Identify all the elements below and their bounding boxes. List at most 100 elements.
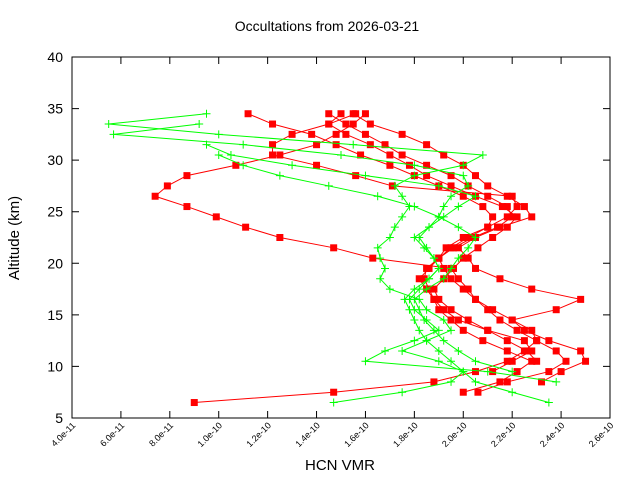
data-point: [454, 202, 463, 211]
data-point: [369, 254, 377, 262]
series-line: [108, 113, 485, 404]
data-point: [447, 182, 455, 190]
data-point: [398, 192, 407, 201]
data-point: [508, 192, 516, 200]
data-point: [410, 316, 419, 325]
data-point: [183, 203, 191, 211]
data-point: [330, 244, 338, 252]
data-point: [472, 264, 479, 272]
data-point: [190, 399, 198, 407]
x-tick-label: 1.8e-10: [391, 420, 420, 449]
data-point: [239, 140, 248, 149]
data-point: [528, 326, 536, 334]
data-point: [508, 357, 516, 365]
data-point: [269, 141, 277, 149]
data-point: [425, 274, 434, 283]
data-point: [528, 347, 536, 355]
data-point: [545, 368, 553, 376]
y-tick-label: 5: [55, 410, 63, 426]
y-tick-label: 25: [47, 204, 63, 220]
data-point: [434, 181, 443, 190]
data-point: [440, 151, 448, 159]
data-point: [447, 316, 455, 324]
data-point: [423, 172, 431, 180]
data-point: [471, 233, 480, 242]
data-point: [423, 161, 431, 169]
data-point: [324, 181, 333, 190]
data-point: [447, 264, 456, 273]
y-tick-label: 40: [47, 49, 63, 65]
data-point: [459, 326, 467, 334]
data-point: [434, 264, 443, 273]
data-point: [398, 388, 407, 397]
data-point: [484, 223, 492, 231]
data-point: [420, 243, 429, 252]
data-point: [503, 223, 511, 231]
data-point: [464, 234, 472, 241]
x-tick-label: 1.6e-10: [342, 420, 371, 449]
data-point: [232, 161, 240, 169]
series-line: [328, 113, 533, 393]
data-point: [429, 326, 438, 335]
data-point: [449, 244, 457, 252]
data-point: [376, 274, 385, 283]
data-point: [528, 213, 536, 221]
data-point: [275, 171, 284, 180]
data-point: [538, 378, 546, 386]
data-point: [472, 172, 479, 180]
data-point: [471, 377, 480, 386]
data-point: [398, 130, 406, 138]
data-point: [447, 326, 456, 335]
data-point: [442, 244, 450, 252]
data-point: [239, 161, 248, 170]
data-point: [276, 234, 284, 241]
data-point: [214, 130, 223, 139]
series-red-5: [325, 110, 541, 365]
data-point: [325, 110, 333, 118]
data-point: [439, 316, 448, 325]
data-point: [513, 213, 521, 221]
data-point: [410, 202, 419, 211]
data-point: [398, 151, 406, 159]
data-point: [276, 151, 284, 159]
data-point: [464, 181, 473, 190]
data-point: [459, 171, 468, 180]
data-point: [420, 316, 429, 325]
x-tick-label: 8.0e-11: [147, 420, 175, 448]
data-point: [494, 223, 502, 231]
series-green-8: [202, 140, 561, 386]
data-point: [405, 161, 413, 169]
data-point: [508, 367, 517, 376]
data-point: [545, 337, 553, 345]
data-point: [520, 326, 528, 334]
data-point: [435, 254, 443, 262]
data-point: [313, 141, 321, 149]
data-point: [422, 285, 431, 294]
data-point: [342, 120, 350, 128]
data-point: [471, 192, 480, 201]
y-tick-label: 15: [47, 307, 63, 323]
data-point: [454, 346, 463, 355]
data-point: [459, 161, 468, 170]
data-point: [523, 347, 531, 355]
data-point: [415, 285, 424, 294]
data-point: [109, 130, 118, 139]
data-point: [415, 275, 423, 283]
data-point: [410, 336, 419, 345]
data-point: [349, 120, 357, 128]
data-point: [195, 120, 204, 129]
series-red-1: [269, 110, 570, 396]
y-tick-label: 30: [47, 152, 63, 168]
x-tick-label: 4.0e-11: [49, 420, 77, 448]
data-point: [330, 388, 338, 396]
data-point: [496, 316, 504, 324]
x-tick-label: 2.4e-10: [538, 420, 567, 449]
data-point: [513, 203, 521, 211]
series-green-7: [109, 120, 553, 407]
data-point: [381, 264, 390, 273]
data-point: [447, 306, 455, 314]
data-point: [508, 388, 517, 397]
data-point: [464, 285, 472, 293]
x-tick-label: 2.2e-10: [489, 420, 518, 449]
